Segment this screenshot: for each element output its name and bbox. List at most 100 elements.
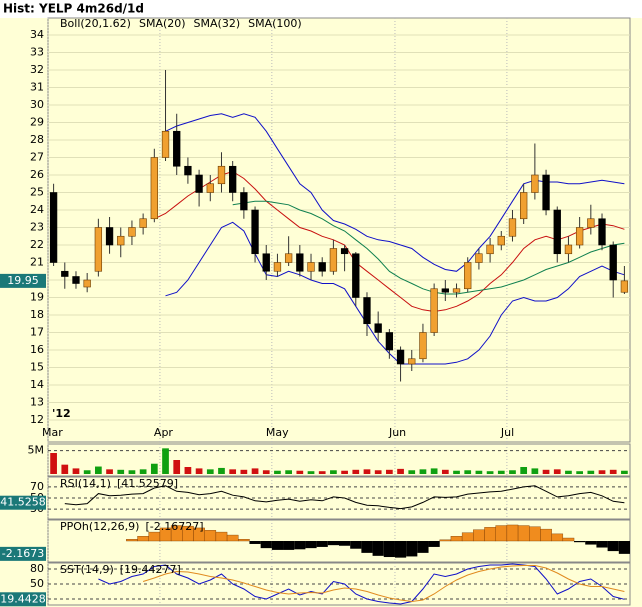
last-price-badge	[0, 273, 46, 288]
volume-bar	[430, 468, 438, 474]
y-tick-label: 25	[30, 186, 44, 199]
y-tick-label: 29	[30, 116, 44, 129]
candle-body	[598, 218, 606, 246]
histogram-bar	[596, 541, 608, 548]
indicator-line	[142, 565, 625, 603]
y-tick-label: 13	[30, 396, 44, 409]
indicator-title: PPOh(12,26,9)	[60, 520, 139, 533]
histogram-bar	[461, 532, 474, 542]
candle-body	[609, 244, 617, 281]
volume-bar	[374, 470, 382, 474]
candle-body	[284, 253, 293, 263]
y-tick-label: 28	[30, 133, 44, 146]
candle-body	[318, 262, 326, 272]
y-tick-label: 24	[30, 203, 44, 216]
last-price-label: 19.95	[7, 274, 39, 287]
histogram-bar	[372, 541, 384, 556]
volume-bar	[307, 471, 315, 474]
candle-body	[620, 280, 629, 293]
volume-bar	[408, 470, 416, 474]
volume-bar	[128, 470, 136, 474]
candle-body	[575, 227, 584, 246]
last-value-badge	[0, 495, 46, 510]
volume-bar	[162, 448, 169, 474]
indicator-readout: [19.44277]	[120, 563, 181, 576]
candle-body	[49, 192, 58, 263]
volume-bar	[441, 469, 449, 474]
candle-body	[508, 218, 517, 237]
volume-bar	[609, 469, 617, 474]
y-tick-label: 17	[30, 326, 44, 339]
candle-body	[262, 253, 270, 272]
y-tick-label: 33	[30, 46, 44, 59]
last-value-badge	[0, 592, 46, 607]
histogram-bar	[618, 541, 630, 554]
volume-bar	[240, 469, 248, 474]
y-tick-label: 34	[30, 28, 44, 41]
candle-body	[173, 130, 181, 167]
y-tick-label: 14	[30, 378, 44, 391]
volume-bar	[497, 470, 505, 474]
volume-bar	[83, 470, 91, 474]
indicator-line	[98, 563, 625, 605]
candle-body	[61, 270, 69, 277]
volume-bar	[95, 466, 102, 474]
candle-body	[296, 253, 304, 272]
candle-body	[408, 358, 416, 365]
histogram-bar	[428, 541, 440, 547]
volume-bar	[565, 470, 572, 474]
candle-body	[340, 248, 349, 255]
histogram-bar	[249, 541, 261, 544]
volume-bar	[61, 464, 69, 474]
y-tick-label: 15	[30, 361, 44, 374]
volume-bar	[576, 471, 583, 474]
indicator-line	[165, 221, 625, 365]
y-tick-label: 16	[30, 343, 44, 356]
volume-bar	[173, 460, 181, 474]
y-tick-label: 18	[30, 308, 44, 321]
y-tick-label: 19	[30, 291, 44, 304]
candle-body	[329, 248, 338, 272]
volume-bar	[464, 470, 472, 474]
candle-body	[229, 165, 237, 193]
volume-bar	[509, 470, 516, 474]
volume-bar	[72, 468, 80, 474]
histogram-bar	[439, 539, 452, 542]
y-tick-label: 70	[30, 480, 44, 493]
volume-bar	[397, 468, 404, 474]
candle-body	[464, 262, 472, 290]
candle-body	[531, 174, 539, 193]
candle-body	[128, 227, 136, 237]
y-tick-label: 27	[30, 151, 44, 164]
candle-body	[184, 165, 192, 176]
histogram-bar	[607, 541, 619, 552]
candle-body	[94, 227, 103, 272]
candle-body	[307, 262, 315, 272]
x-tick-label: Jun	[388, 426, 406, 439]
last-value-label: -2.1673	[2, 547, 44, 560]
candle-body	[139, 218, 147, 228]
volume-bar	[184, 467, 192, 474]
candle-body	[117, 235, 125, 246]
candle-body	[564, 244, 573, 255]
legend-entry: SMA(20)	[139, 17, 186, 30]
volume-bar	[274, 470, 281, 474]
candle-body	[520, 192, 528, 220]
histogram-bar	[585, 541, 597, 545]
volume-bar	[475, 470, 483, 474]
volume-bar	[621, 470, 628, 474]
candle-body	[497, 235, 505, 246]
volume-bar	[486, 471, 494, 474]
volume-bar	[352, 469, 360, 474]
histogram-bar	[394, 541, 407, 558]
x-tick-label: Mar	[42, 426, 63, 439]
y-tick-label: 21	[30, 256, 44, 269]
volume-bar	[285, 470, 292, 474]
candle-body	[419, 332, 427, 360]
candle-body	[374, 323, 382, 333]
volume-bar	[520, 467, 528, 474]
histogram-bar	[215, 531, 228, 542]
candle-body	[206, 183, 214, 193]
volume-bar	[206, 469, 214, 474]
histogram-bar	[226, 534, 239, 542]
